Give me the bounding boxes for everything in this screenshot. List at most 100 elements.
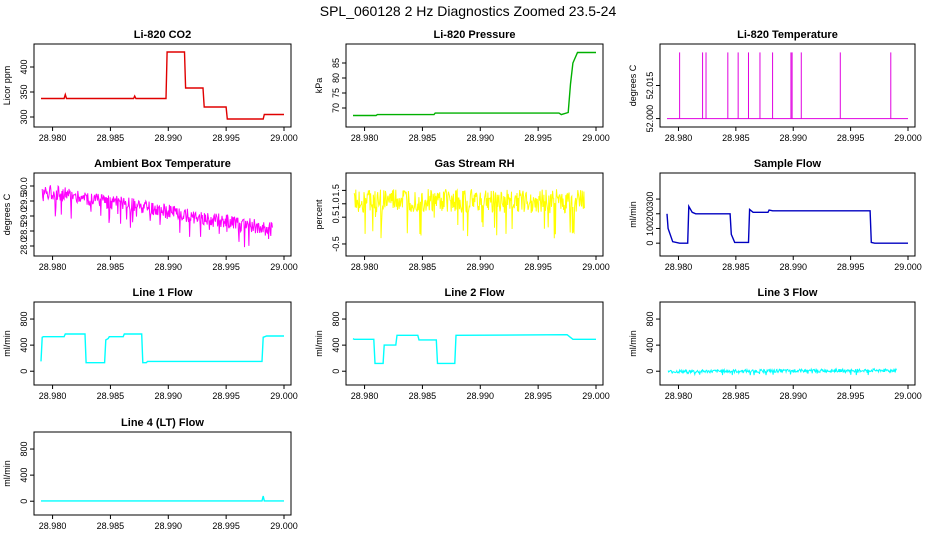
series-line xyxy=(41,184,273,248)
x-tick-label: 28.985 xyxy=(409,262,437,272)
y-axis-label: ml/min xyxy=(2,330,12,357)
y-tick-label: 200 xyxy=(645,206,655,221)
y-axis-label: ml/min xyxy=(628,201,638,228)
panel-title: Gas Stream RH xyxy=(434,158,514,170)
y-tick-label: 52.000 xyxy=(645,105,655,133)
y-tick-label: 30.0 xyxy=(19,177,29,195)
panel-title: Line 1 Flow xyxy=(133,287,193,299)
y-tick-label: 28.5 xyxy=(19,222,29,240)
x-tick-label: 29.000 xyxy=(582,133,610,143)
panel-title: Li-820 Temperature xyxy=(737,29,838,41)
y-axis-label: percent xyxy=(314,199,324,230)
y-tick-label: 350 xyxy=(19,84,29,99)
data-layer xyxy=(666,203,908,244)
x-tick-label: 28.995 xyxy=(212,133,240,143)
x-tick-label: 28.990 xyxy=(779,391,807,401)
x-tick-label: 28.990 xyxy=(779,133,807,143)
x-tick-label: 28.990 xyxy=(467,391,495,401)
data-layer xyxy=(667,367,897,377)
series-line xyxy=(667,367,897,377)
data-layer xyxy=(41,184,273,248)
x-tick-label: 28.980 xyxy=(39,521,67,531)
data-layer xyxy=(667,52,908,120)
x-tick-label: 28.985 xyxy=(97,521,125,531)
x-tick-label: 28.990 xyxy=(155,262,183,272)
y-axis-label: kPa xyxy=(314,78,324,94)
data-layer xyxy=(41,495,284,502)
x-tick-label: 29.000 xyxy=(270,133,298,143)
x-tick-label: 29.000 xyxy=(270,521,298,531)
panel-title: Sample Flow xyxy=(754,158,822,170)
x-tick-label: 28.980 xyxy=(351,262,379,272)
x-tick-label: 28.980 xyxy=(665,133,693,143)
x-tick-label: 28.990 xyxy=(467,262,495,272)
plot-frame xyxy=(33,43,292,128)
x-tick-label: 28.980 xyxy=(39,133,67,143)
series-line xyxy=(41,51,284,120)
panel-6: Line 1 Flow ml/min 28.980 28.985 28.990 28.99… xyxy=(2,287,298,401)
x-tick-label: 28.995 xyxy=(212,391,240,401)
figure-title: SPL_060128 2 Hz Diagnostics Zoomed 23.5-… xyxy=(319,3,617,19)
x-tick-label: 28.990 xyxy=(155,521,183,531)
panel-title: Line 3 Flow xyxy=(758,287,818,299)
data-layer xyxy=(41,51,284,120)
y-tick-label: 0 xyxy=(19,369,29,374)
x-tick-label: 28.980 xyxy=(39,391,67,401)
x-tick-label: 28.980 xyxy=(351,133,379,143)
y-axis-label: degrees C xyxy=(2,193,12,235)
x-tick-label: 28.980 xyxy=(351,391,379,401)
y-tick-label: 28.0 xyxy=(19,237,29,255)
plot-frame xyxy=(659,301,916,386)
y-tick-label: 1.5 xyxy=(331,184,341,197)
x-tick-label: 29.000 xyxy=(270,262,298,272)
series-line xyxy=(40,333,284,364)
panel-title: Line 2 Flow xyxy=(445,287,505,299)
x-tick-label: 28.995 xyxy=(837,391,865,401)
y-tick-label: 400 xyxy=(331,338,341,353)
y-tick-label: 300 xyxy=(19,109,29,124)
y-tick-label: 400 xyxy=(19,59,29,74)
y-tick-label: 85 xyxy=(331,58,341,68)
x-tick-label: 28.985 xyxy=(722,391,750,401)
data-layer xyxy=(353,51,596,117)
plot-frame xyxy=(345,301,604,386)
y-tick-label: 52.015 xyxy=(645,72,655,100)
x-tick-label: 28.995 xyxy=(837,133,865,143)
y-tick-label: 300 xyxy=(645,192,655,207)
x-tick-label: 29.000 xyxy=(894,391,922,401)
y-axis-label: degrees C xyxy=(628,64,638,106)
y-tick-label: 0 xyxy=(645,241,655,246)
y-tick-label: 0 xyxy=(19,499,29,504)
x-tick-label: 29.000 xyxy=(270,391,298,401)
plot-frame xyxy=(345,43,604,128)
panel-0: Li-820 CO2 Licor ppm 28.980 28.985 28.990 28.… xyxy=(2,29,298,143)
series-line xyxy=(666,203,908,244)
y-tick-label: 800 xyxy=(19,312,29,327)
x-tick-label: 29.000 xyxy=(582,262,610,272)
panel-title: Ambient Box Temperature xyxy=(94,158,231,170)
panel-3: Ambient Box Temperature degrees C 28.980 28… xyxy=(2,158,298,272)
plot-frame xyxy=(345,172,604,257)
x-tick-label: 28.990 xyxy=(779,262,807,272)
x-tick-label: 28.980 xyxy=(665,391,693,401)
series-line xyxy=(353,51,596,117)
panel-7: Line 2 Flow ml/min 28.980 28.985 28.990 28.99… xyxy=(314,287,610,401)
y-tick-label: 0.5 xyxy=(331,211,341,224)
y-tick-label: -0.5 xyxy=(331,236,341,252)
x-tick-label: 28.990 xyxy=(467,133,495,143)
x-tick-label: 28.995 xyxy=(524,391,552,401)
x-tick-label: 28.995 xyxy=(524,133,552,143)
x-tick-label: 28.995 xyxy=(212,262,240,272)
x-tick-label: 28.990 xyxy=(155,391,183,401)
y-tick-label: 400 xyxy=(645,338,655,353)
panel-5: Sample Flow ml/min 28.980 28.985 28.990 28.99… xyxy=(628,158,922,272)
y-tick-label: 29.0 xyxy=(19,207,29,225)
y-tick-label: 70 xyxy=(331,103,341,113)
x-tick-label: 29.000 xyxy=(894,262,922,272)
panel-9: Line 4 (LT) Flow ml/min 28.980 28.985 28.990… xyxy=(2,417,298,531)
panel-title: Li-820 CO2 xyxy=(134,29,191,41)
x-tick-label: 28.995 xyxy=(837,262,865,272)
y-tick-label: 800 xyxy=(331,312,341,327)
x-tick-label: 28.985 xyxy=(722,133,750,143)
x-tick-label: 28.985 xyxy=(97,262,125,272)
